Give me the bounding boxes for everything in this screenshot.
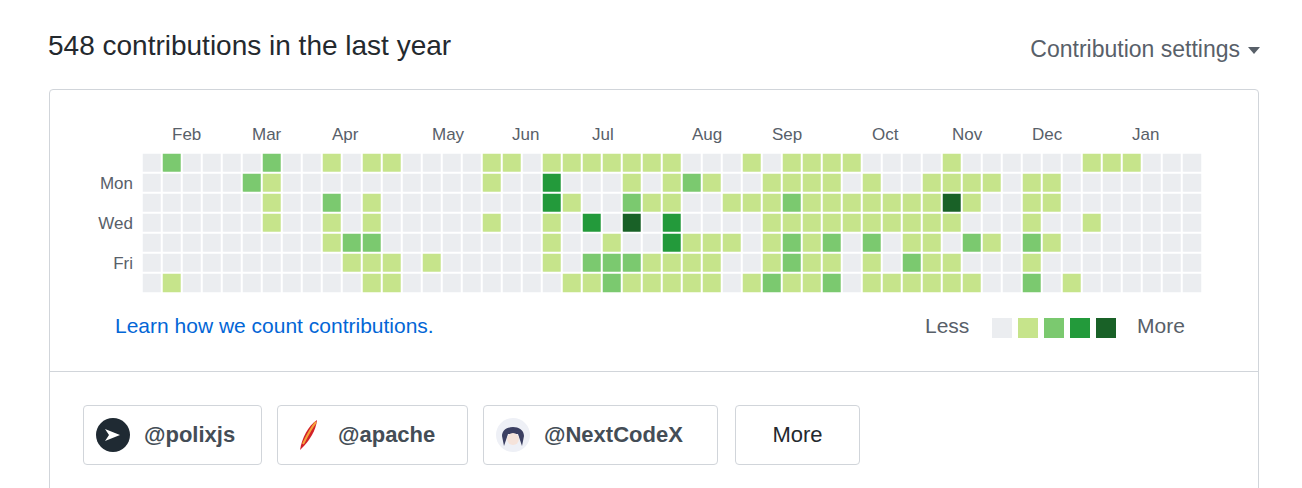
svg-text:Wed: Wed bbox=[98, 214, 133, 233]
html-text:@NextCodeX: @NextCodeX bbox=[544, 422, 683, 447]
html-text:Contribution settings: Contribution settings bbox=[1030, 36, 1240, 62]
svg-text:Apr: Apr bbox=[332, 125, 359, 144]
svg-text:Aug: Aug bbox=[692, 125, 722, 144]
svg-text:Jun: Jun bbox=[512, 125, 539, 144]
svg-text:Mar: Mar bbox=[252, 125, 282, 144]
svg-text:Nov: Nov bbox=[952, 125, 983, 144]
svg-text:Jul: Jul bbox=[592, 125, 614, 144]
html-text:More: More bbox=[1137, 314, 1185, 337]
svg-text:Sep: Sep bbox=[772, 125, 802, 144]
svg-text:Fri: Fri bbox=[113, 254, 133, 273]
html-text:Learn how we count contributio: Learn how we count contributions. bbox=[115, 314, 434, 337]
html-text:@polixjs: @polixjs bbox=[144, 422, 236, 447]
svg-text:Oct: Oct bbox=[872, 125, 899, 144]
svg-text:Jan: Jan bbox=[1132, 125, 1159, 144]
svg-text:Dec: Dec bbox=[1032, 125, 1063, 144]
html-text:Less: Less bbox=[925, 314, 970, 337]
html-text:548 contributions in the last: 548 contributions in the last year bbox=[48, 30, 452, 61]
html-text:More: More bbox=[772, 422, 823, 447]
html-text:@apache: @apache bbox=[338, 422, 436, 447]
svg-text:Mon: Mon bbox=[100, 174, 133, 193]
svg-text:May: May bbox=[432, 125, 465, 144]
svg-text:Feb: Feb bbox=[172, 125, 201, 144]
